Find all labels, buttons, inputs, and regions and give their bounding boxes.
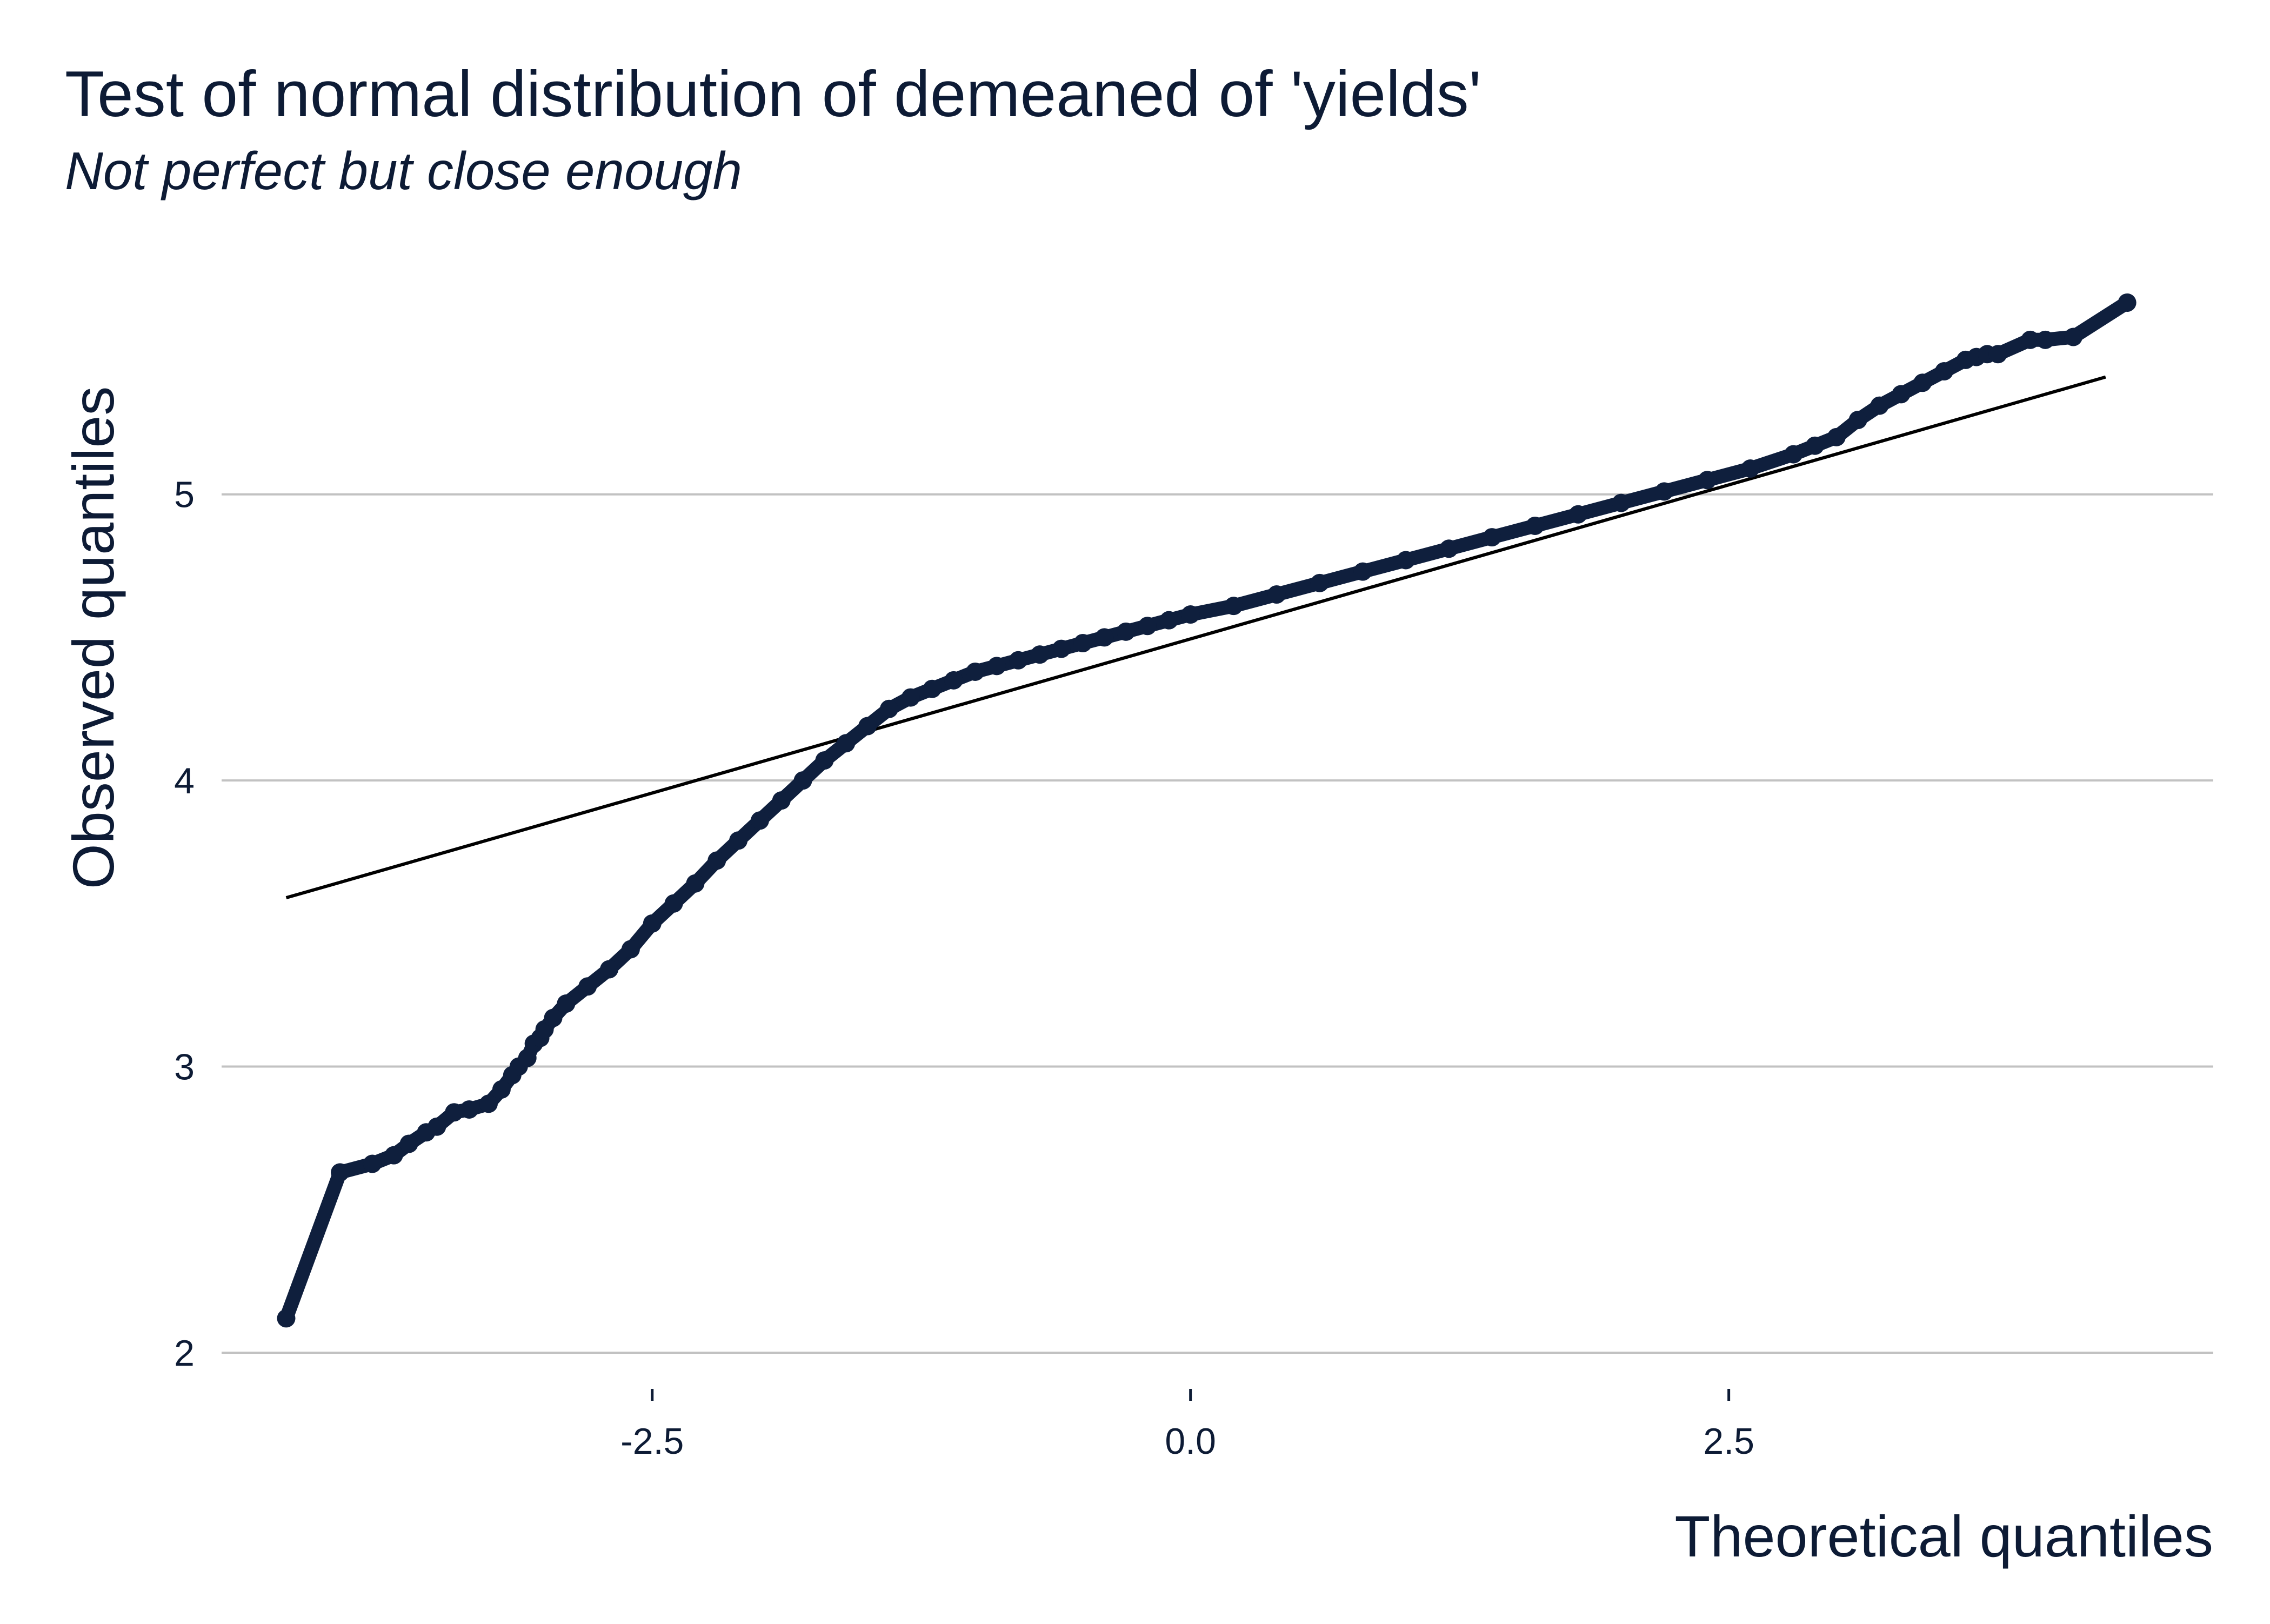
axis-ticks: 2 3 4 5 -2.5 0.0 2.5 [174, 474, 1754, 1462]
data-point [1353, 562, 1372, 581]
data-point [686, 874, 705, 893]
data-point [460, 1100, 479, 1119]
data-point [557, 994, 576, 1013]
data-point [445, 1103, 464, 1122]
data-point [793, 771, 812, 790]
data-point [363, 1154, 382, 1173]
series-band-0 [279, 296, 2134, 1326]
data-point [2064, 328, 2083, 346]
data-point [1159, 611, 1178, 630]
data-point [1698, 471, 1717, 490]
data-point [1483, 528, 1501, 547]
data-point [901, 688, 920, 707]
y-axis-title: Observed quantiles [61, 386, 126, 890]
data-point [1848, 411, 1867, 430]
data-point [1526, 516, 1545, 535]
data-point [643, 914, 662, 933]
data-point [1397, 551, 1416, 570]
data-point [384, 1146, 403, 1165]
x-tick-label-0: -2.5 [620, 1421, 684, 1462]
data-point [1224, 597, 1243, 616]
data-point [2036, 330, 2055, 349]
data-point [1655, 482, 1674, 501]
data-point [2118, 293, 2137, 312]
data-point [815, 751, 834, 770]
x-axis-title: Theoretical quantiles [1674, 1503, 2213, 1569]
data-point [1009, 651, 1027, 670]
y-tick-label-1: 3 [174, 1047, 195, 1088]
data-point [772, 791, 791, 810]
reference-line [285, 375, 2106, 900]
chart-title: Test of normal distribution of demeaned … [65, 58, 1481, 130]
data-points [277, 293, 2137, 1328]
data-point [1095, 628, 1114, 647]
data-point [1784, 445, 1803, 464]
data-point [879, 699, 898, 718]
data-point [331, 1163, 350, 1182]
data-point [1073, 634, 1092, 652]
reference-line-layer [285, 375, 2106, 900]
data-point [1568, 505, 1587, 524]
data-point [544, 1008, 563, 1027]
data-point [399, 1134, 418, 1153]
data-point [1827, 427, 1846, 446]
gridlines [222, 493, 2213, 1354]
data-point [1030, 645, 1049, 664]
data-point [1117, 622, 1136, 641]
data-point [1870, 396, 1889, 415]
data-point [277, 1309, 296, 1328]
data-point [1267, 585, 1286, 604]
y-tick-label-2: 4 [174, 760, 195, 801]
chart-subtitle: Not perfect but close enough [65, 141, 742, 201]
data-point [1988, 345, 2007, 364]
data-point [1052, 639, 1071, 658]
data-point [1138, 617, 1157, 636]
data-point [1741, 459, 1760, 478]
x-tick-label-1: 0.0 [1165, 1421, 1216, 1462]
data-point [621, 940, 640, 959]
data-point [707, 851, 726, 870]
data-point [923, 679, 942, 698]
data-point [518, 1048, 537, 1067]
y-tick-label-3: 5 [174, 474, 195, 516]
data-point [987, 657, 1006, 676]
data-point [600, 960, 619, 979]
data-point [428, 1117, 446, 1136]
data-point [750, 811, 769, 830]
data-point [492, 1080, 511, 1099]
data-point [1892, 385, 1911, 404]
data-point [837, 734, 856, 753]
data-point [479, 1094, 498, 1113]
data-point [729, 831, 748, 850]
data-point [1612, 493, 1631, 512]
data-point [1806, 436, 1824, 455]
data-point [2021, 330, 2040, 349]
data-point [966, 662, 985, 681]
data-point [1439, 539, 1458, 558]
x-tick-label-2: 2.5 [1703, 1421, 1754, 1462]
data-point [1913, 373, 1932, 392]
data-point [944, 671, 963, 690]
data-point [578, 977, 597, 996]
data-point [858, 717, 877, 736]
data-point [664, 894, 683, 913]
y-tick-label-0: 2 [174, 1333, 195, 1374]
data-point [1310, 573, 1329, 592]
data-point [1181, 605, 1200, 624]
data-point [1935, 362, 1954, 381]
